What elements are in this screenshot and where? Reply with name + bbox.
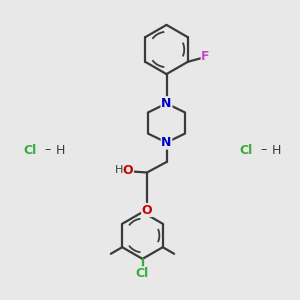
Text: Cl: Cl xyxy=(239,143,253,157)
Text: H: H xyxy=(115,165,123,176)
Text: Cl: Cl xyxy=(136,267,149,280)
Text: –: – xyxy=(45,143,51,157)
Text: O: O xyxy=(142,203,152,217)
Text: H: H xyxy=(271,143,281,157)
Text: H: H xyxy=(55,143,65,157)
Text: N: N xyxy=(161,97,172,110)
Text: Cl: Cl xyxy=(23,143,37,157)
Text: –: – xyxy=(261,143,267,157)
Text: N: N xyxy=(161,97,172,110)
Text: O: O xyxy=(123,164,134,178)
Text: N: N xyxy=(161,136,172,149)
Text: F: F xyxy=(201,50,210,64)
